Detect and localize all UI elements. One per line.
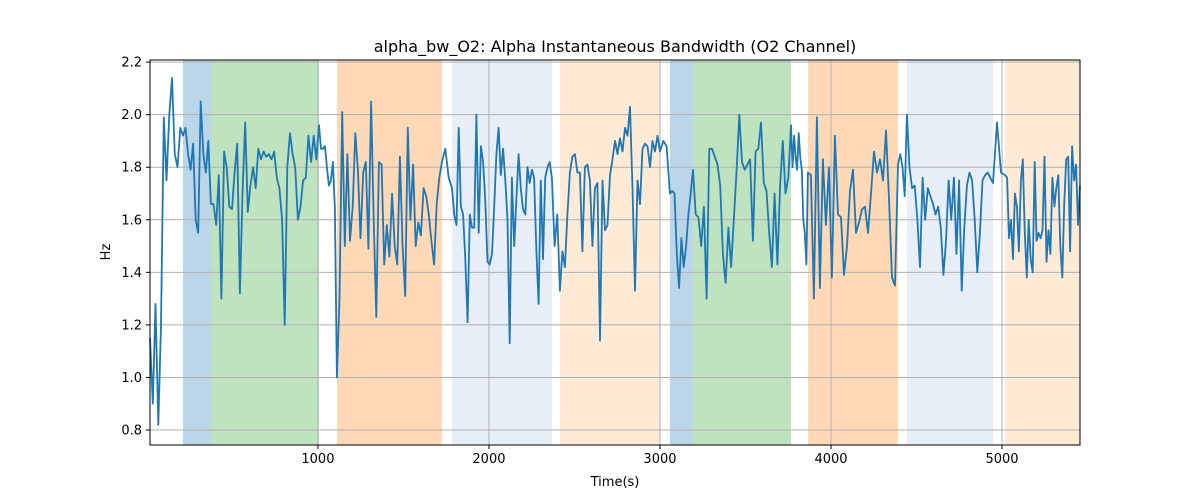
y-tick-label: 2.2 [121, 56, 142, 71]
shaded-region [559, 60, 660, 445]
chart-title: alpha_bw_O2: Alpha Instantaneous Bandwid… [374, 37, 857, 57]
data-line [149, 77, 1081, 426]
y-tick-label: 1.4 [121, 266, 142, 281]
shaded-region [808, 60, 899, 445]
x-tick-label: 3000 [643, 452, 676, 467]
x-tick-label: 2000 [472, 452, 505, 467]
axes-frame [149, 59, 1081, 446]
x-axis-ticks: 1000 2000 3000 4000 5000 [301, 445, 1019, 467]
x-tick-label: 1000 [301, 452, 334, 467]
shaded-region [692, 60, 791, 445]
grid-lines [150, 60, 1080, 445]
shaded-region [183, 60, 211, 445]
y-tick-label: 1.8 [121, 161, 142, 176]
y-tick-label: 1.2 [121, 318, 142, 333]
y-tick-label: 0.8 [121, 424, 142, 439]
y-tick-label: 1.0 [121, 371, 142, 386]
x-tick-label: 5000 [985, 452, 1018, 467]
y-axis-ticks: 0.8 1.0 1.2 1.4 1.6 1.8 2.0 2.2 [121, 56, 150, 439]
shaded-region [210, 60, 319, 445]
x-axis-label: Time(s) [590, 475, 640, 490]
shaded-region [1005, 60, 1080, 445]
x-tick-label: 4000 [814, 452, 847, 467]
y-tick-label: 2.0 [121, 108, 142, 123]
y-tick-label: 1.6 [121, 213, 142, 228]
y-axis-label: Hz [99, 244, 114, 261]
